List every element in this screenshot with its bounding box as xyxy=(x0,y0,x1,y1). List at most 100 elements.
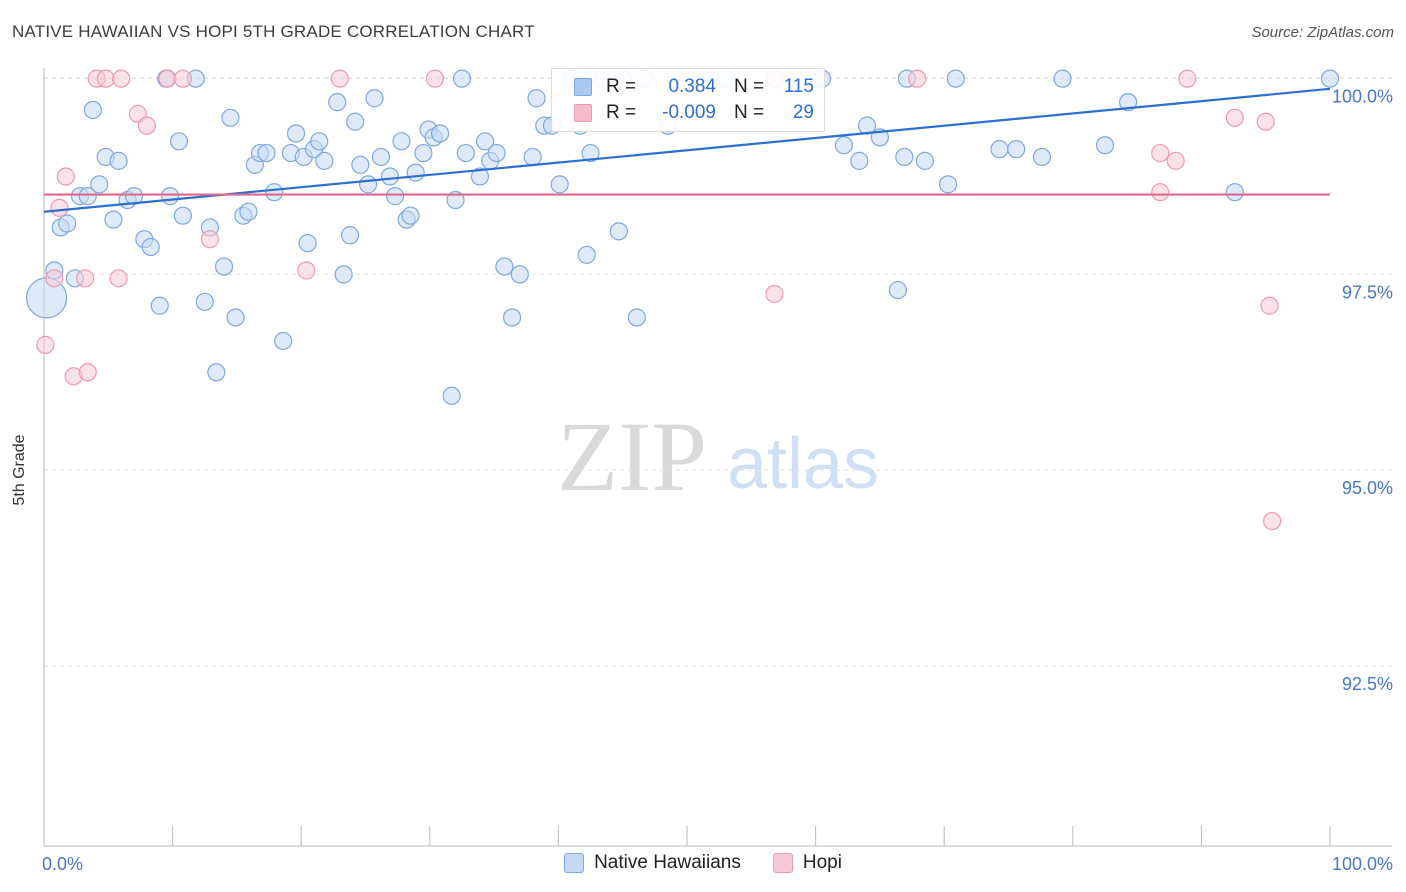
data-point xyxy=(151,297,168,314)
data-point xyxy=(299,235,316,252)
data-point xyxy=(216,258,233,275)
legend-item-native-hawaiians[interactable]: Native Hawaiians xyxy=(564,852,741,874)
data-point xyxy=(316,152,333,169)
data-point xyxy=(59,215,76,232)
data-point xyxy=(1264,513,1281,530)
data-point xyxy=(360,176,377,193)
data-point xyxy=(1257,113,1274,130)
n-label: N = xyxy=(734,102,774,124)
data-point xyxy=(387,188,404,205)
r-value: 0.384 xyxy=(644,76,716,98)
data-point xyxy=(766,285,783,302)
data-point xyxy=(138,117,155,134)
data-point xyxy=(991,141,1008,158)
data-point xyxy=(331,70,348,87)
data-point xyxy=(1152,145,1169,162)
data-point xyxy=(524,148,541,165)
data-point xyxy=(91,176,108,193)
n-value: 29 xyxy=(774,102,814,124)
data-point xyxy=(1322,70,1339,87)
data-point xyxy=(352,156,369,173)
data-point xyxy=(407,164,424,181)
data-point xyxy=(77,270,94,287)
data-point xyxy=(443,387,460,404)
data-point xyxy=(266,184,283,201)
legend-label-native-hawaiians: Native Hawaiians xyxy=(594,852,741,874)
data-point xyxy=(275,332,292,349)
data-point xyxy=(1226,184,1243,201)
data-point xyxy=(578,246,595,263)
data-point xyxy=(159,70,176,87)
data-point xyxy=(311,133,328,150)
data-point xyxy=(46,270,63,287)
data-point xyxy=(947,70,964,87)
n-label: N = xyxy=(734,76,774,98)
watermark-zip: ZIP xyxy=(557,401,707,512)
legend-item-hopi[interactable]: Hopi xyxy=(773,852,842,874)
data-point xyxy=(342,227,359,244)
data-point xyxy=(504,309,521,326)
data-point xyxy=(201,231,218,248)
data-point xyxy=(393,133,410,150)
r-label: R = xyxy=(606,102,644,124)
r-label: R = xyxy=(606,76,644,98)
data-point xyxy=(142,239,159,256)
axes xyxy=(44,68,1392,846)
data-point xyxy=(110,270,127,287)
stats-row-hopi: R = -0.009 N = 29 xyxy=(574,101,814,125)
data-point xyxy=(426,70,443,87)
y-tick-label: 100.0% xyxy=(1332,87,1393,107)
legend-swatch-hopi xyxy=(773,853,793,873)
n-value: 115 xyxy=(774,76,814,98)
data-point xyxy=(496,258,513,275)
data-point xyxy=(57,168,74,185)
data-point xyxy=(1152,184,1169,201)
series-legend: Native Hawaiians Hopi xyxy=(0,852,1406,874)
data-point xyxy=(457,145,474,162)
data-point xyxy=(628,309,645,326)
data-point xyxy=(79,364,96,381)
legend-label-hopi: Hopi xyxy=(803,852,842,874)
data-point xyxy=(835,137,852,154)
data-point xyxy=(298,262,315,279)
data-point xyxy=(381,168,398,185)
data-point xyxy=(174,207,191,224)
data-point xyxy=(329,94,346,111)
data-point xyxy=(488,145,505,162)
data-point xyxy=(97,70,114,87)
data-point xyxy=(366,90,383,107)
data-point xyxy=(1033,148,1050,165)
data-point xyxy=(1167,152,1184,169)
data-point xyxy=(335,266,352,283)
data-point xyxy=(1261,297,1278,314)
watermark: ZIP atlas xyxy=(557,401,879,512)
data-point xyxy=(940,176,957,193)
data-point xyxy=(208,364,225,381)
data-point xyxy=(1096,137,1113,154)
hopi-swatch xyxy=(574,104,592,122)
data-point xyxy=(916,152,933,169)
data-point xyxy=(171,133,188,150)
data-point xyxy=(240,203,257,220)
data-point xyxy=(162,188,179,205)
data-point xyxy=(415,145,432,162)
data-point xyxy=(84,101,101,118)
y-tick-label: 92.5% xyxy=(1342,674,1393,694)
data-point xyxy=(528,90,545,107)
data-point xyxy=(610,223,627,240)
data-point xyxy=(851,152,868,169)
data-point xyxy=(402,207,419,224)
data-point xyxy=(105,211,122,228)
data-point xyxy=(1008,141,1025,158)
data-point xyxy=(110,152,127,169)
data-point xyxy=(113,70,130,87)
data-point xyxy=(1226,109,1243,126)
data-point xyxy=(227,309,244,326)
watermark-atlas: atlas xyxy=(727,424,879,504)
stats-legend: R = 0.384 N = 115 R = -0.009 N = 29 xyxy=(551,68,825,132)
data-point xyxy=(1054,70,1071,87)
y-tick-label: 97.5% xyxy=(1342,282,1393,302)
data-point xyxy=(288,125,305,142)
data-point xyxy=(37,336,54,353)
data-point xyxy=(1179,70,1196,87)
